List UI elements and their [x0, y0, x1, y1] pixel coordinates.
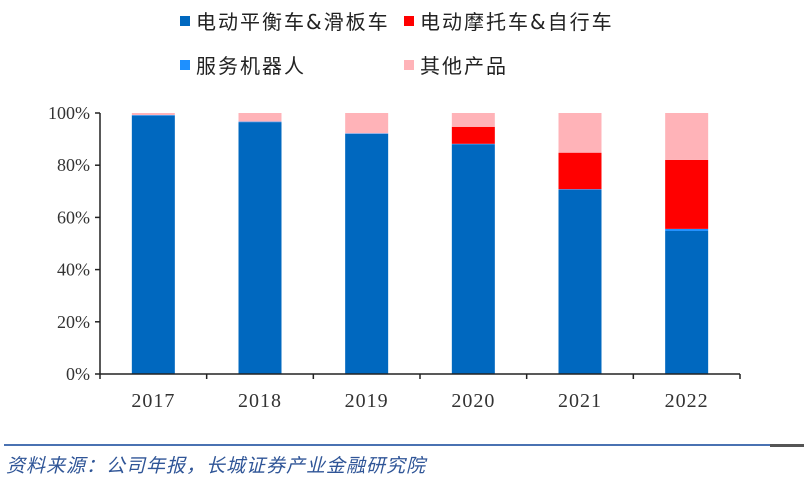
bars-group — [131, 113, 709, 375]
stacked-bar-chart: 2017 2018 2019 2020 2021 2022 0% 20% 40% 60% 80% 10… — [48, 103, 741, 412]
legend-label: 电动摩托车&自行车 — [420, 10, 614, 34]
bar-segment — [665, 113, 709, 160]
legend-swatch — [404, 15, 414, 26]
chart-legend: 电动平衡车&滑板车 电动摩托车&自行车 服务机器人 其他产品 — [0, 0, 804, 90]
legend-label: 服务机器人 — [196, 54, 306, 78]
bar-segment — [665, 230, 709, 374]
bar-segment — [345, 133, 389, 374]
legend-swatch — [180, 59, 190, 70]
bar-segment — [451, 144, 495, 374]
x-tick-label: 2021 — [558, 390, 602, 412]
legend-item-other-products: 其他产品 — [404, 50, 508, 79]
bar-segment — [451, 143, 495, 145]
bar-segment — [558, 113, 602, 153]
bar-segment — [345, 133, 389, 134]
y-tick-label: 80% — [57, 155, 90, 175]
legend-label: 其他产品 — [420, 54, 508, 78]
x-tick-label: 2017 — [131, 390, 175, 412]
x-tick-label: 2020 — [451, 390, 495, 412]
bar-segment — [665, 159, 709, 229]
legend-item-e-motorcycle: 电动摩托车&自行车 — [404, 6, 614, 35]
x-tick-label: 2022 — [665, 390, 709, 412]
legend-item-balance-scooter: 电动平衡车&滑板车 — [180, 6, 390, 35]
footer-divider-end — [770, 444, 804, 447]
bar-segment — [558, 189, 602, 190]
y-tick-label: 60% — [57, 207, 90, 227]
bar-segment — [345, 113, 389, 134]
footer-divider — [4, 444, 794, 446]
bar-segment — [665, 228, 709, 231]
bar-segment — [451, 113, 495, 127]
legend-label: 电动平衡车&滑板车 — [196, 10, 390, 34]
axes-group: 2017 2018 2019 2020 2021 2022 0% 20% 40% 60% 80% 10… — [48, 103, 741, 412]
bar-segment — [451, 126, 495, 144]
bar-segment — [238, 121, 282, 123]
bar-segment — [238, 122, 282, 374]
bar-segment — [131, 115, 175, 116]
y-tick-label: 20% — [57, 312, 90, 332]
bar-segment — [558, 189, 602, 374]
bar-segment — [238, 113, 282, 122]
x-tick-label: 2018 — [238, 390, 282, 412]
bar-segment — [131, 113, 175, 116]
y-tick-label: 100% — [48, 103, 90, 123]
bar-segment — [558, 152, 602, 190]
legend-swatch — [180, 15, 190, 26]
source-note: 资料来源：公司年报，长城证券产业金融研究院 — [6, 455, 427, 477]
legend-swatch — [404, 59, 414, 70]
legend-item-service-robot: 服务机器人 — [180, 50, 306, 79]
x-tick-label: 2019 — [345, 390, 389, 412]
bar-segment — [131, 115, 175, 375]
y-tick-label: 0% — [66, 364, 90, 384]
y-tick-label: 40% — [57, 260, 90, 280]
